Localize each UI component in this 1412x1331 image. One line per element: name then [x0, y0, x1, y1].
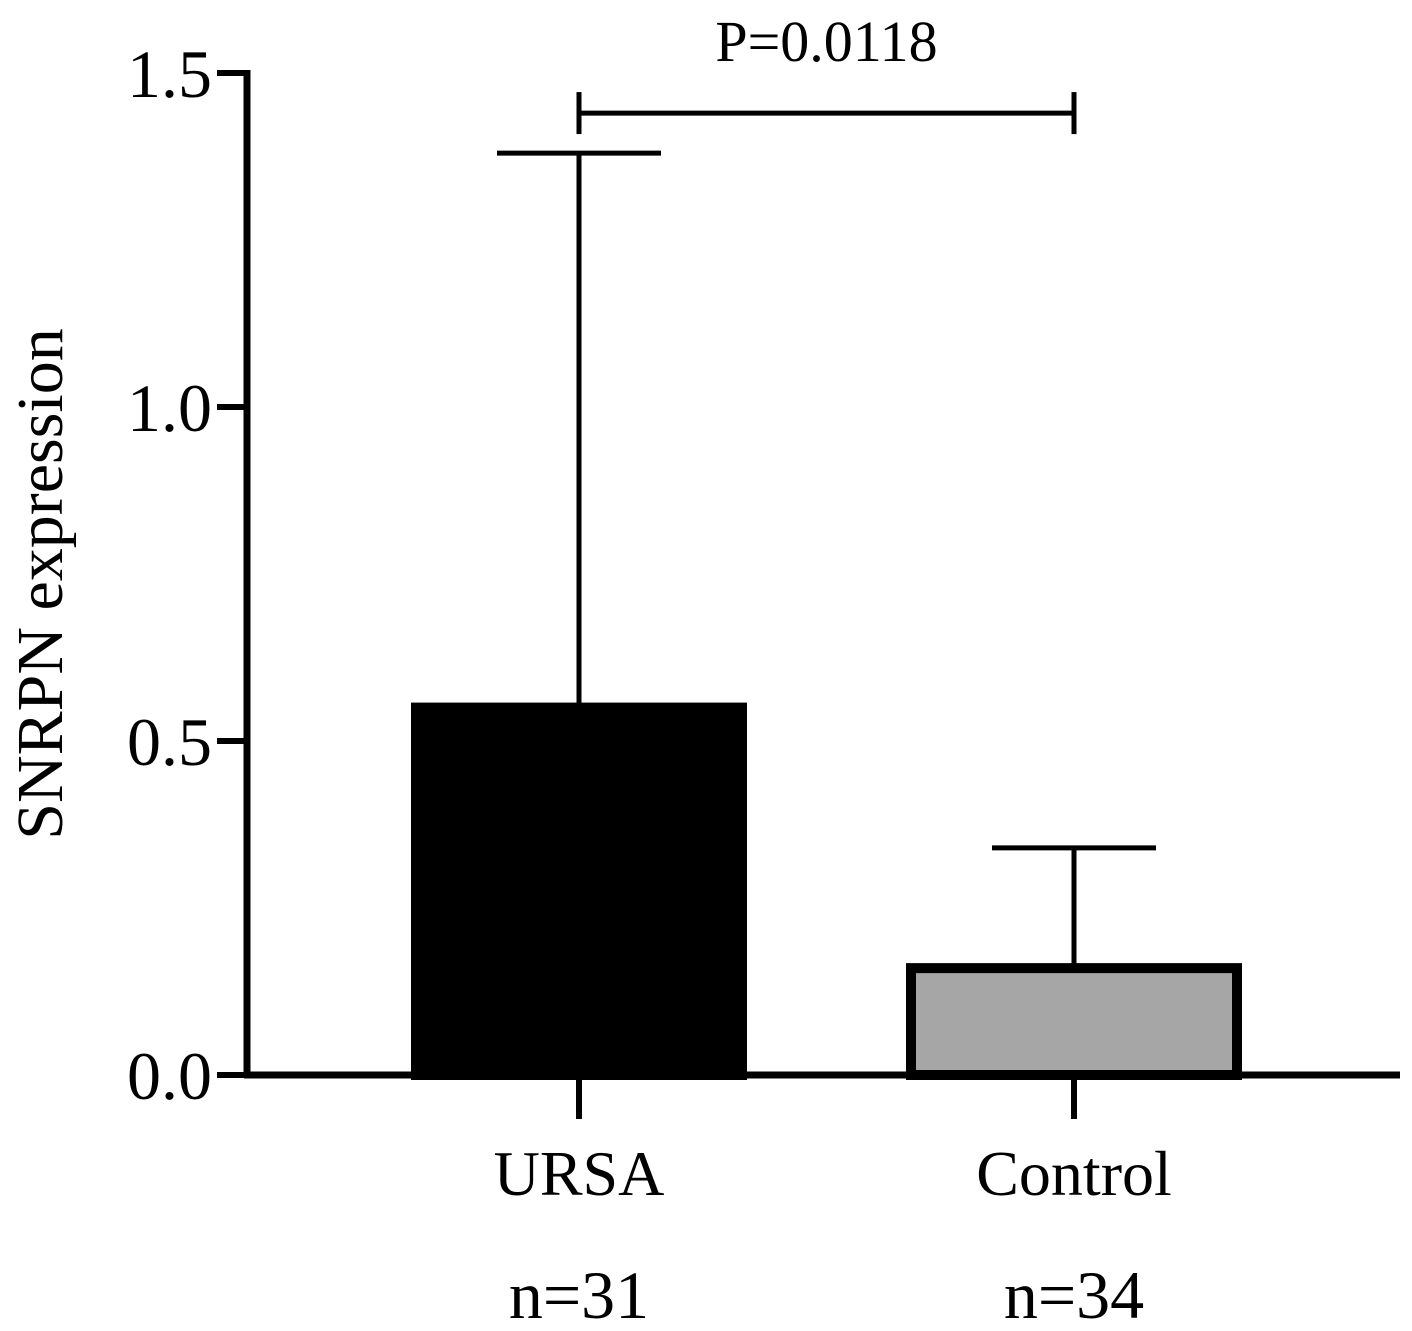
x-tick-label-ursa: URSA: [494, 1138, 665, 1209]
sample-size-label-ursa: n=31: [509, 1257, 649, 1331]
bars-layer: [411, 702, 1242, 1080]
labels-layer: URSA n=31 Control n=34 0.0 0.5 1.0 1.5 SNRPN exp…: [4, 36, 1172, 1331]
significance-layer: P=0.0118: [576, 9, 1077, 135]
sample-size-label-control: n=34: [1004, 1257, 1144, 1331]
error-bars-layer: [497, 150, 1156, 969]
y-axis-title: SNRPN expression: [4, 328, 77, 840]
axes-layer: [217, 70, 1400, 1119]
x-tick-label-control: Control: [976, 1138, 1172, 1209]
y-tick-label: 0.5: [127, 704, 212, 780]
y-tick-label: 1.5: [127, 36, 212, 112]
p-value-label: P=0.0118: [715, 9, 937, 74]
bar-ursa: [411, 702, 747, 1080]
y-tick-label: 1.0: [127, 370, 212, 446]
y-tick-label: 0.0: [127, 1038, 212, 1114]
bar-control: [906, 963, 1242, 1080]
